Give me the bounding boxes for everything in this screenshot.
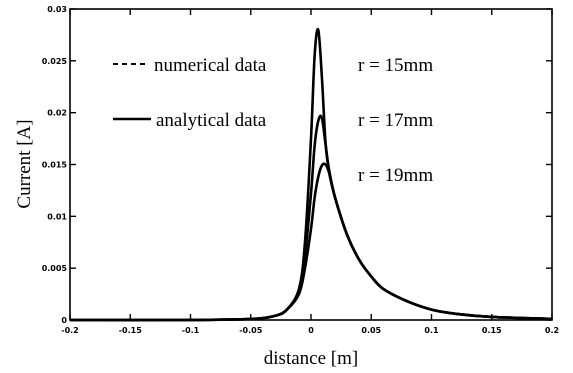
legend: numerical data analytical data (113, 55, 267, 131)
x-tick-label: -0.2 (61, 326, 79, 335)
x-tick-label: 0 (308, 326, 314, 335)
y-tick-label: 0.03 (47, 5, 67, 14)
y-tick-label: 0.015 (42, 161, 68, 170)
y-tick-label: 0 (61, 316, 67, 325)
annotation-r17: r = 17mm (358, 110, 433, 131)
curves-layer (69, 27, 553, 322)
numerical-curve-r19 (69, 163, 553, 321)
x-tick-label: 0.1 (424, 326, 439, 335)
numerical-curve-r15 (69, 28, 553, 321)
x-tick-label: 0.2 (545, 326, 559, 335)
y-axis-label: Current [A] (14, 119, 35, 208)
y-tick-label: 0.01 (47, 212, 67, 221)
legend-entry-numerical: numerical data (154, 55, 267, 76)
x-tick-label: -0.15 (119, 326, 142, 335)
y-tick-label: 0.025 (42, 57, 68, 66)
x-tick-label: -0.05 (239, 326, 262, 335)
ticks-layer: -0.2 -0.15 -0.1 -0.05 0 0.05 0.1 0.15 0.2 0 0.005 0… (42, 5, 559, 335)
legend-entry-analytical: analytical data (156, 110, 267, 131)
x-axis-label: distance [m] (264, 348, 358, 369)
x-tick-label: -0.1 (182, 326, 200, 335)
annotation-r15: r = 15mm (358, 55, 433, 76)
y-tick-label: 0.02 (47, 109, 67, 118)
analytical-curve-r15 (69, 27, 553, 322)
x-tick-label: 0.05 (361, 326, 381, 335)
y-tick-label: 0.005 (42, 264, 68, 273)
plot-frame (69, 8, 553, 321)
annotation-r19: r = 19mm (358, 165, 433, 186)
x-tick-label: 0.15 (482, 326, 502, 335)
